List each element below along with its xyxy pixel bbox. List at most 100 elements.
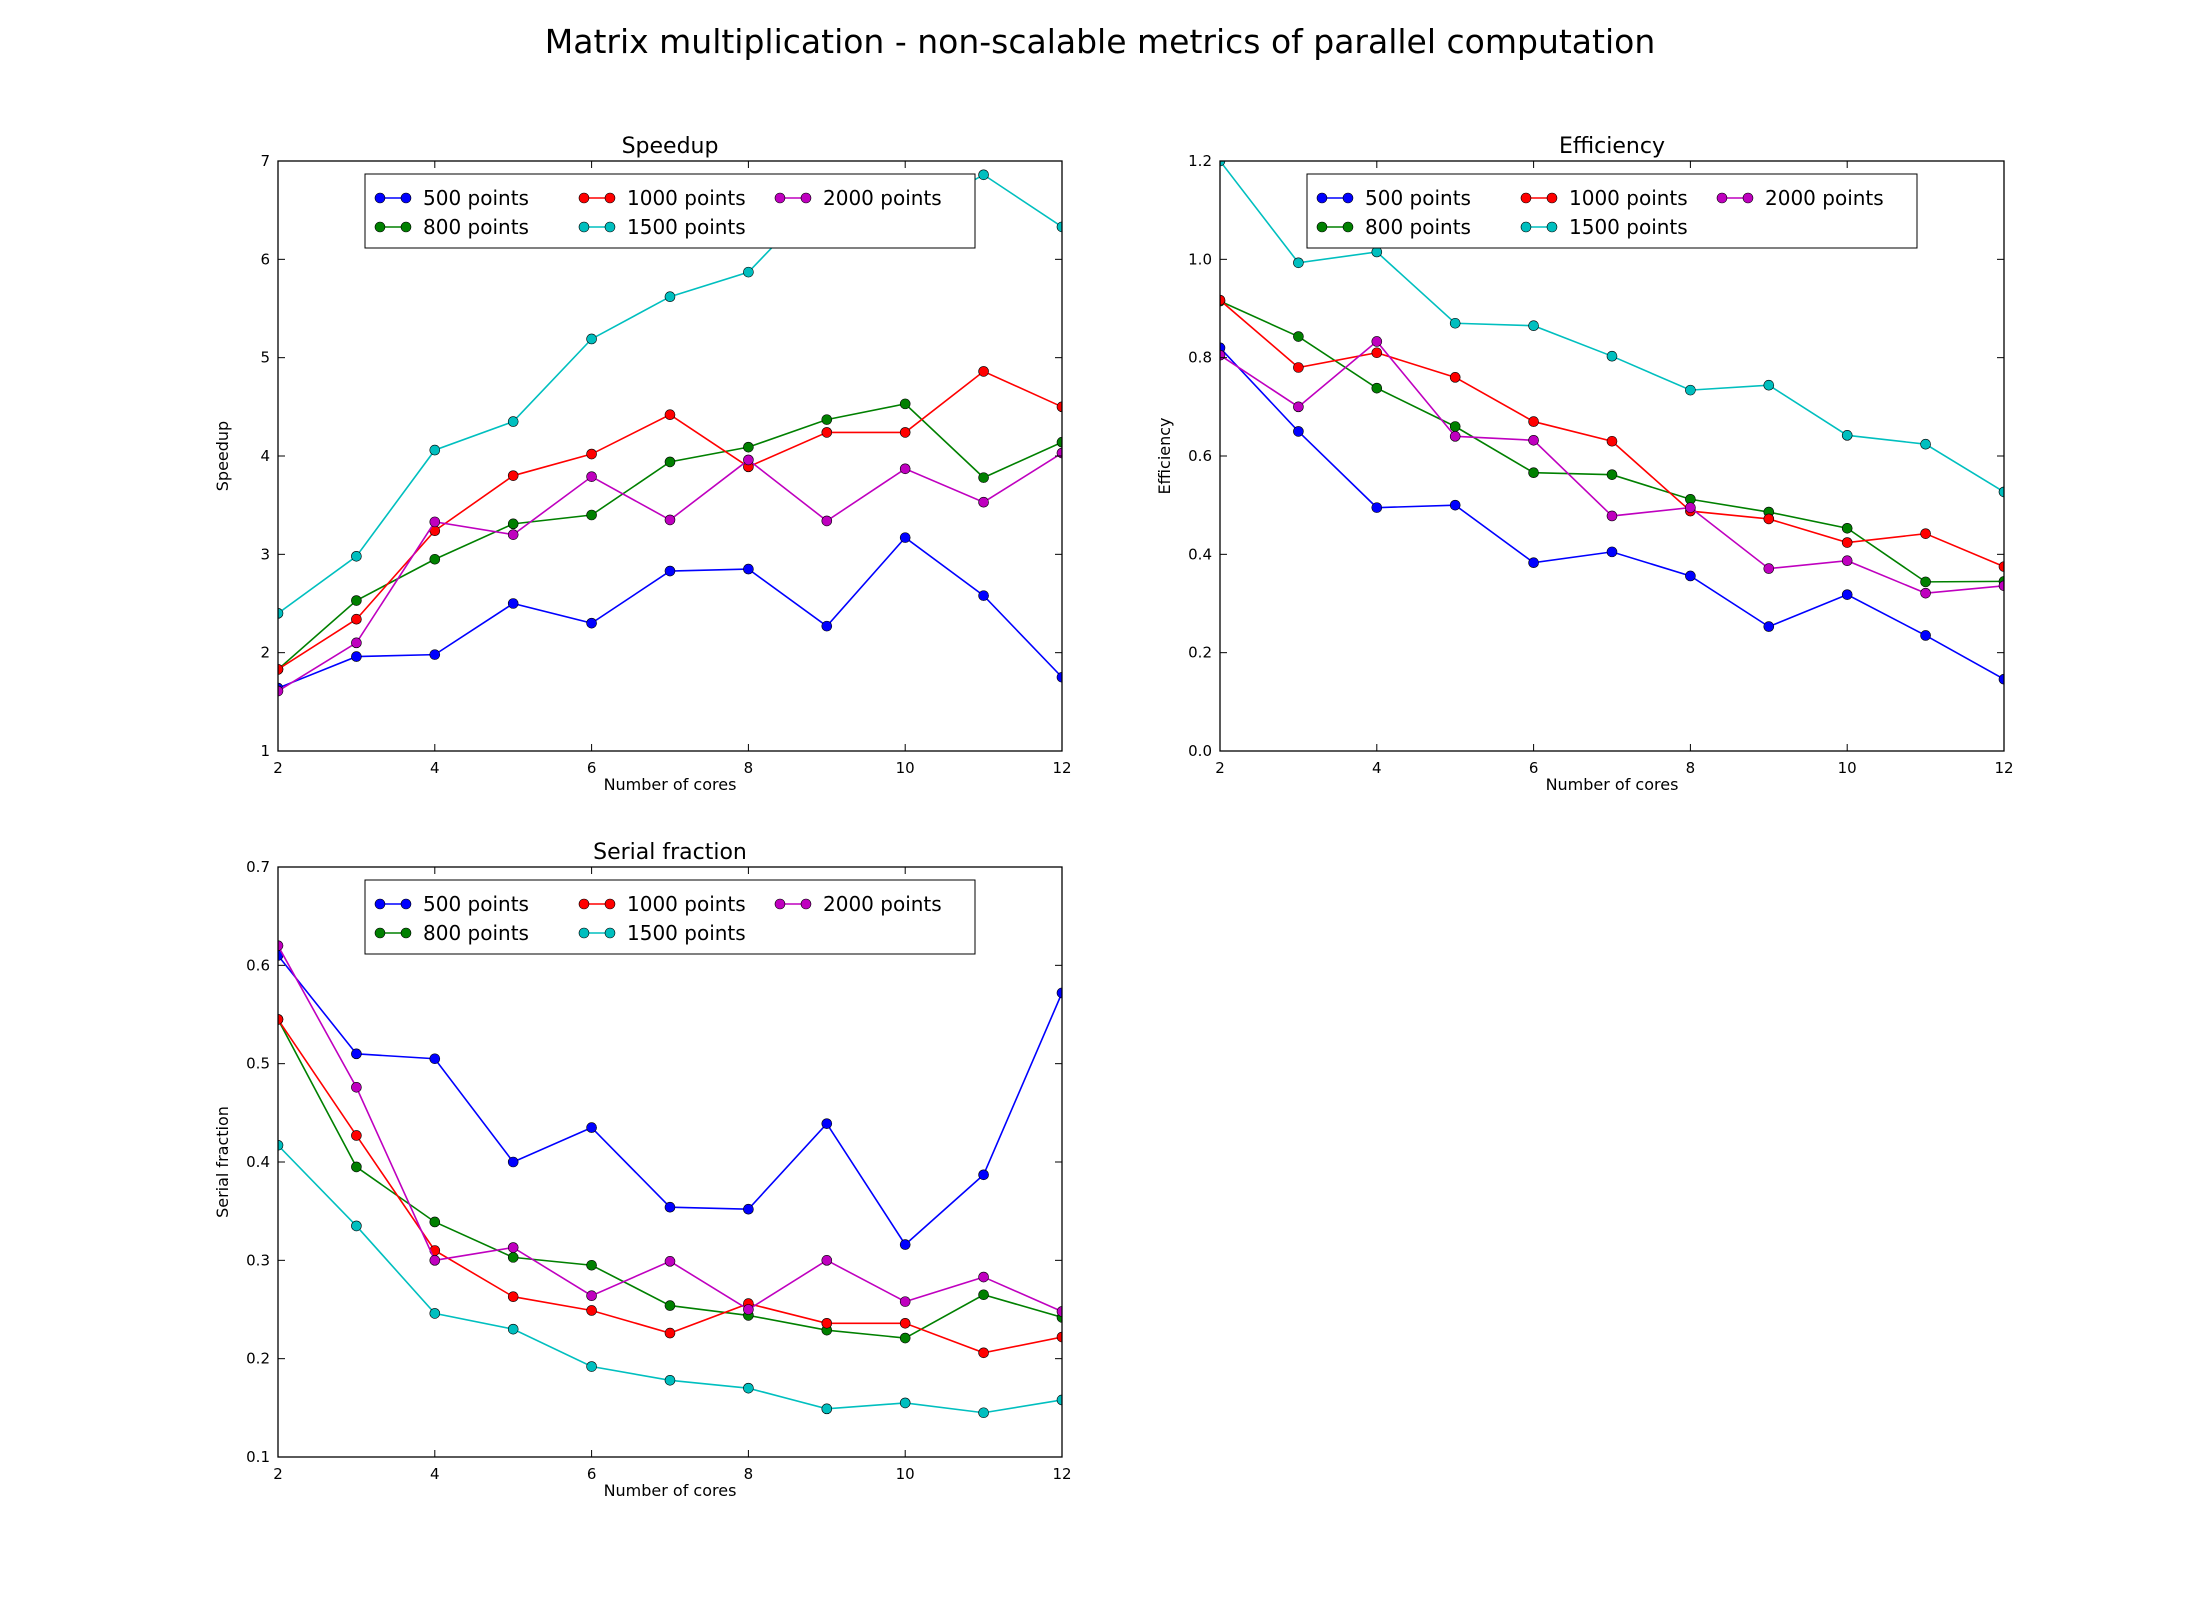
- data-point: [351, 1048, 362, 1060]
- data-point: [429, 649, 441, 660]
- legend-swatch-marker: [578, 898, 590, 910]
- data-point: [351, 550, 362, 562]
- legend-swatch-marker: [578, 221, 590, 233]
- data-point: [586, 1122, 597, 1133]
- data-point: [1606, 546, 1618, 558]
- data-point: [978, 590, 989, 601]
- series-0-1: [278, 398, 1062, 675]
- data-point: [1841, 522, 1853, 534]
- data-point: [743, 266, 754, 278]
- data-point: [1220, 294, 1226, 306]
- legend-swatch-marker: [604, 898, 616, 910]
- data-point: [899, 463, 911, 475]
- legend-swatch-marker: [578, 192, 590, 204]
- series-0-0: [278, 532, 1062, 694]
- legend-label: 1000 points: [1569, 186, 1688, 210]
- series-line: [278, 1144, 1062, 1414]
- data-point: [1920, 576, 1931, 588]
- legend-item: 2000 points: [774, 186, 942, 210]
- series-2-2: [278, 1014, 1062, 1359]
- data-point: [351, 595, 362, 606]
- data-point: [978, 1271, 989, 1283]
- data-point: [821, 1255, 833, 1266]
- y-tick-label: 0.4: [1188, 545, 1212, 563]
- data-point: [1293, 426, 1304, 437]
- legend-swatch-marker: [1316, 192, 1328, 204]
- data-point: [743, 454, 754, 466]
- data-point: [743, 1382, 754, 1394]
- data-point: [1293, 257, 1304, 269]
- y-tick-label: 2: [260, 644, 270, 662]
- data-point: [899, 427, 911, 438]
- data-point: [1371, 336, 1383, 347]
- data-point: [1763, 379, 1775, 391]
- data-point: [1998, 561, 2004, 572]
- legend-swatch-marker: [578, 927, 590, 939]
- data-point: [978, 1347, 989, 1359]
- series-2-1: [278, 1014, 1062, 1344]
- legend-label: 800 points: [423, 215, 529, 239]
- data-point: [1998, 673, 2004, 685]
- data-point: [1449, 372, 1461, 383]
- legend-label: 500 points: [423, 186, 529, 210]
- legend-frame: [364, 173, 976, 249]
- data-point: [1920, 438, 1931, 450]
- data-point: [664, 409, 676, 421]
- data-point: [1056, 1394, 1062, 1406]
- legend: 500 points 800 points 1000 points 1500 poin…: [364, 879, 976, 955]
- y-tick-label: 6: [260, 250, 270, 268]
- data-point: [978, 496, 989, 508]
- legend-swatch-marker: [604, 927, 616, 939]
- legend-swatch-marker: [800, 192, 812, 204]
- data-point: [664, 1201, 676, 1213]
- data-point: [586, 617, 597, 629]
- legend-frame: [364, 879, 976, 955]
- data-point: [1606, 435, 1618, 447]
- legend-swatch-marker: [800, 898, 812, 910]
- data-point: [586, 1290, 597, 1302]
- data-point: [429, 444, 441, 456]
- legend-swatch-marker: [374, 221, 386, 233]
- data-point: [351, 637, 362, 649]
- data-point: [821, 427, 833, 438]
- series-line: [278, 536, 1062, 689]
- legend-label: 800 points: [1365, 215, 1471, 239]
- x-tick-label: 6: [587, 759, 597, 777]
- data-point: [1528, 467, 1539, 479]
- legend-swatch-marker: [604, 221, 616, 233]
- data-point: [429, 1255, 441, 1266]
- data-point: [978, 472, 989, 483]
- data-point: [899, 1296, 911, 1307]
- legend-item: 2000 points: [774, 892, 942, 916]
- y-tick-label: 0.5: [246, 1055, 270, 1073]
- data-point: [586, 1361, 597, 1372]
- data-point: [1763, 513, 1775, 525]
- legend-swatch-marker: [400, 898, 412, 910]
- x-tick-label: 4: [1372, 759, 1382, 777]
- y-tick-label: 0.8: [1188, 349, 1212, 367]
- data-point: [507, 470, 519, 481]
- data-point: [978, 366, 989, 377]
- legend-swatch-marker: [374, 898, 386, 910]
- data-point: [507, 416, 519, 427]
- x-tick-label: 6: [1529, 759, 1539, 777]
- y-tick-label: 0.1: [246, 1448, 270, 1466]
- chart-title: Efficiency: [1559, 134, 1665, 159]
- x-tick-label: 2: [1215, 759, 1225, 777]
- y-axis-label: Serial fraction: [213, 1106, 232, 1218]
- data-point: [1920, 630, 1931, 641]
- series-2-3: [278, 1139, 1062, 1419]
- x-tick-label: 8: [1686, 759, 1696, 777]
- data-point: [429, 1053, 441, 1065]
- data-point: [429, 516, 441, 528]
- legend-label: 1000 points: [627, 186, 746, 210]
- legend-swatch-marker: [374, 192, 386, 204]
- data-point: [743, 563, 754, 575]
- data-point: [1056, 221, 1062, 233]
- legend-label: 2000 points: [1765, 186, 1884, 210]
- legend-swatch-marker: [400, 192, 412, 204]
- plot-frame: [1219, 160, 2005, 752]
- data-point: [507, 518, 519, 530]
- legend-swatch-marker: [1520, 221, 1532, 233]
